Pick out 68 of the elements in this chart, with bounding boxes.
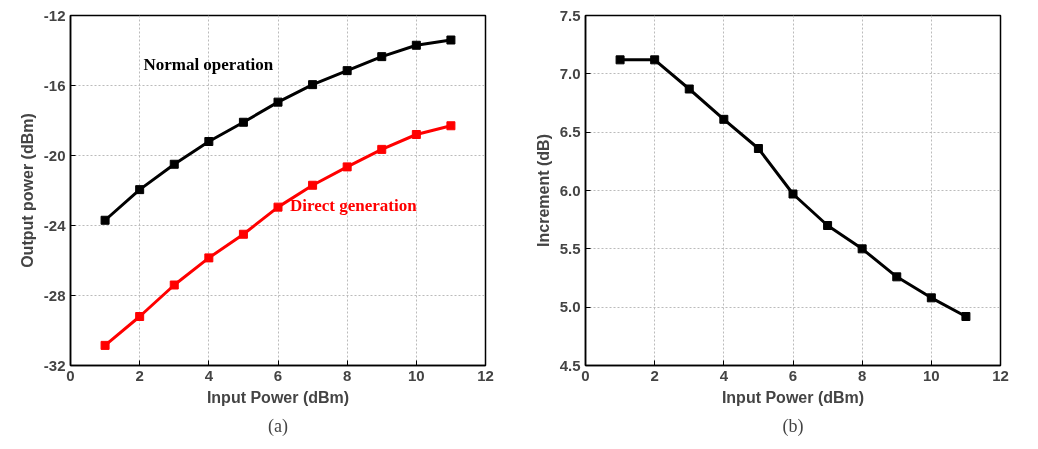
point <box>238 229 248 239</box>
point <box>377 52 387 62</box>
point <box>788 189 798 199</box>
point <box>684 84 694 94</box>
point <box>411 40 421 50</box>
point <box>204 253 214 263</box>
point <box>650 55 660 65</box>
x-tick-label: 6 <box>273 366 283 384</box>
point <box>446 35 456 45</box>
y-tick-label: 5.0 <box>559 298 581 316</box>
y-tick-label: 7.0 <box>559 64 581 82</box>
x-tick-label: 8 <box>858 366 867 384</box>
x-tick-label: 12 <box>992 366 1009 384</box>
point <box>446 121 456 131</box>
y-tick-label: 6.5 <box>559 123 581 141</box>
x-tick-label: 0 <box>581 366 590 384</box>
text: (a) <box>268 415 288 437</box>
y-axis-title: Increment (dB) <box>534 134 552 247</box>
point <box>100 215 110 225</box>
y-tick-label: 6.0 <box>559 181 581 199</box>
point <box>135 312 145 321</box>
point <box>273 97 283 107</box>
point <box>615 55 625 65</box>
x-tick-label: 4 <box>204 366 214 384</box>
x-tick-label: 6 <box>788 366 798 384</box>
point <box>961 312 971 321</box>
point <box>238 117 248 127</box>
point <box>823 221 833 230</box>
y-tick-label: 5.5 <box>559 239 581 257</box>
x-tick-label: 4 <box>719 366 729 384</box>
x-tick-label: 2 <box>650 366 659 384</box>
point <box>411 130 421 139</box>
point <box>273 202 283 212</box>
point <box>892 272 902 282</box>
point <box>308 180 318 190</box>
text: (b) <box>782 415 804 437</box>
point <box>308 80 318 90</box>
y-tick-label: 7.5 <box>559 6 581 24</box>
x-tick-label: 8 <box>343 366 352 384</box>
point <box>169 159 179 169</box>
point <box>342 66 352 76</box>
point <box>753 144 763 153</box>
point <box>377 144 387 154</box>
point <box>926 293 936 303</box>
point <box>342 162 352 172</box>
x-tick-label: 12 <box>477 366 494 384</box>
x-tick-label: 10 <box>407 366 425 384</box>
y-tick-label: -24 <box>43 216 67 234</box>
y-tick-label: -16 <box>43 76 66 94</box>
point <box>719 114 729 124</box>
x-tick-label: 0 <box>66 366 75 384</box>
x-tick-label: 10 <box>922 366 940 384</box>
x-tick-label: 2 <box>135 366 144 384</box>
point <box>169 280 179 290</box>
series-label: Direct generation <box>290 196 418 216</box>
y-axis-title: Output power (dBm) <box>18 113 36 268</box>
y-tick-label: -32 <box>43 356 66 374</box>
series-label: Normal operation <box>143 55 274 75</box>
point <box>100 340 110 350</box>
y-tick-label: -28 <box>43 286 66 304</box>
y-tick-label: 4.5 <box>559 356 581 374</box>
x-axis-title: Input Power (dBm) <box>206 388 350 406</box>
y-tick-label: -12 <box>43 6 66 24</box>
y-tick-label: -20 <box>43 146 66 164</box>
point <box>204 137 214 146</box>
x-axis-title: Input Power (dBm) <box>721 388 865 406</box>
point <box>857 244 867 254</box>
point <box>135 185 145 195</box>
